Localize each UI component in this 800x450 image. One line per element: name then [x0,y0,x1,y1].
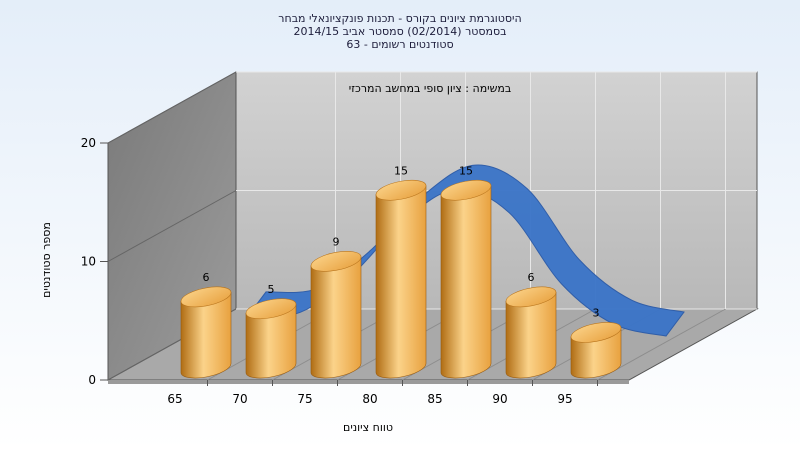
bar-top [180,286,232,308]
bar: 3 [570,306,622,379]
x-axis-label: טווח ציונים [343,421,393,434]
x-tick-label: 65 [167,392,182,406]
bar-body [245,303,297,379]
bars: 6 5 9 15 15 6 3 [180,164,622,379]
bar: 15 [440,164,492,379]
x-tick-label: 70 [232,392,247,406]
bar-value-label: 5 [268,283,275,296]
bar-value-label: 6 [203,271,210,284]
y-tick-label: 0 [88,373,96,387]
bar-body [180,292,232,379]
bar: 6 [505,271,557,379]
floor-front-edge [108,380,629,384]
bar-body [440,185,492,379]
bar-top [245,298,297,320]
bar-value-label: 6 [528,271,535,284]
bar-top [375,179,427,201]
x-tick-label: 95 [557,392,572,406]
bar-body [375,185,427,379]
chart-title-line-1: היסטוגרמת ציונים בקורס - תכנות פונקציונא… [278,12,521,25]
bar-value-label: 9 [333,235,340,248]
bar-top [570,322,622,343]
bar-top [440,179,492,201]
bar-top [505,286,557,308]
grid-lines [107,71,757,381]
x-tick-label: 90 [492,392,507,406]
x-axis-ticks: 65 70 75 80 85 90 95 [167,380,598,406]
x-tick-label: 80 [362,392,377,406]
y-axis-ticks: 0 10 20 [81,136,108,387]
grid-line-floor [597,308,726,381]
bar: 9 [310,235,362,379]
bar: 5 [245,283,297,379]
y-axis-label: מספר סטודנטים [40,222,53,298]
bar: 6 [180,271,232,379]
chart-title-line-3: סטודנטים רשומים - 63 [346,38,453,51]
chart-title-line-2: בסמסטר (02/2014) סמסטר אביב 2014/15 [293,25,506,38]
x-tick-label: 75 [297,392,312,406]
y-tick-label: 10 [81,255,96,269]
chart-subtitle: במשימה : ציון סופי במחשב המרכזי [349,82,512,95]
bar-value-label: 15 [394,164,408,177]
bar-body [310,256,362,379]
bar-value-label: 15 [459,164,473,177]
bar-value-label: 3 [593,306,600,319]
bar-body [505,292,557,379]
y-tick-label: 20 [81,136,96,150]
x-tick-label: 85 [427,392,442,406]
bar-top [310,251,362,272]
grid-line-side [107,71,237,144]
bar: 15 [375,164,427,379]
grid-line-side [107,190,237,262]
